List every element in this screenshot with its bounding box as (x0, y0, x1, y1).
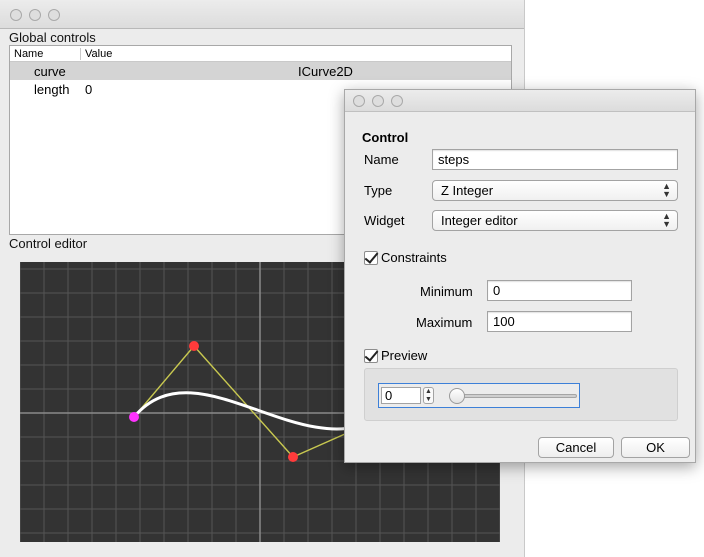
preview-label: Preview (381, 348, 428, 363)
dialog-zoom-button[interactable] (391, 95, 403, 107)
spin-arrows-icon[interactable]: ▲ ▼ (423, 387, 434, 404)
start-control-point[interactable] (129, 412, 139, 422)
type-select[interactable]: Z Integer ▲ ▼ (432, 180, 678, 201)
name-field[interactable]: steps (432, 149, 678, 170)
name-label: Name (364, 152, 399, 167)
maximum-field[interactable]: 100 (487, 311, 632, 332)
preview-panel: 0 ▲ ▼ (364, 368, 678, 421)
constraints-label: Constraints (381, 250, 447, 265)
dialog-window-controls (353, 95, 403, 107)
ok-button[interactable]: OK (621, 437, 690, 458)
bezier-curve (132, 391, 373, 431)
select-arrows-icon: ▲ ▼ (662, 211, 671, 229)
window-controls (10, 9, 60, 21)
main-titlebar (0, 0, 524, 29)
select-arrows-icon: ▲ ▼ (662, 181, 671, 199)
preview-checkbox-row[interactable]: Preview (364, 348, 427, 363)
table-row[interactable]: curve ICurve2D (10, 62, 511, 80)
column-separator (80, 48, 81, 60)
constraints-checkbox[interactable] (364, 250, 378, 265)
minimize-window-button[interactable] (29, 9, 41, 21)
minimum-field[interactable]: 0 (487, 280, 632, 301)
control-point[interactable] (288, 452, 298, 462)
integer-editor-preview[interactable]: 0 ▲ ▼ (378, 383, 580, 408)
minimum-label: Minimum (420, 284, 473, 299)
control-editor-label: Control editor (9, 236, 88, 251)
widget-label: Widget (364, 213, 405, 228)
global-controls-label: Global controls (9, 30, 96, 45)
column-header-name[interactable]: Name (14, 48, 44, 60)
row-value: 0 (85, 82, 93, 97)
cancel-button[interactable]: Cancel (538, 437, 614, 458)
control-dialog: Control Name steps Type Z Integer ▲ ▼ Wid… (344, 89, 696, 463)
zoom-window-button[interactable] (48, 9, 60, 21)
dialog-minimize-button[interactable] (372, 95, 384, 107)
preview-spin-input[interactable]: 0 (381, 387, 421, 404)
type-label: Type (364, 183, 393, 198)
control-polygon (133, 344, 373, 458)
close-window-button[interactable] (10, 9, 22, 21)
constraints-checkbox-row[interactable]: Constraints (364, 250, 447, 265)
control-point[interactable] (189, 341, 199, 351)
maximum-label: Maximum (416, 315, 473, 330)
dialog-titlebar (345, 90, 695, 112)
row-value: ICurve2D (298, 64, 353, 79)
widget-select-value: Integer editor (441, 213, 518, 228)
column-header-value[interactable]: Value (85, 48, 113, 60)
curve-editor-svg[interactable] (20, 262, 500, 542)
widget-select[interactable]: Integer editor ▲ ▼ (432, 210, 678, 231)
dialog-close-button[interactable] (353, 95, 365, 107)
row-name: length (34, 82, 70, 97)
table-row[interactable]: length 0 (10, 80, 511, 98)
row-name: curve (34, 64, 66, 79)
type-select-value: Z Integer (441, 183, 494, 198)
preview-slider-track[interactable] (451, 394, 577, 398)
table-header: Name Value (10, 46, 511, 62)
preview-checkbox[interactable] (364, 348, 378, 363)
dialog-heading: Control (362, 130, 409, 145)
preview-slider-knob[interactable] (449, 388, 465, 404)
